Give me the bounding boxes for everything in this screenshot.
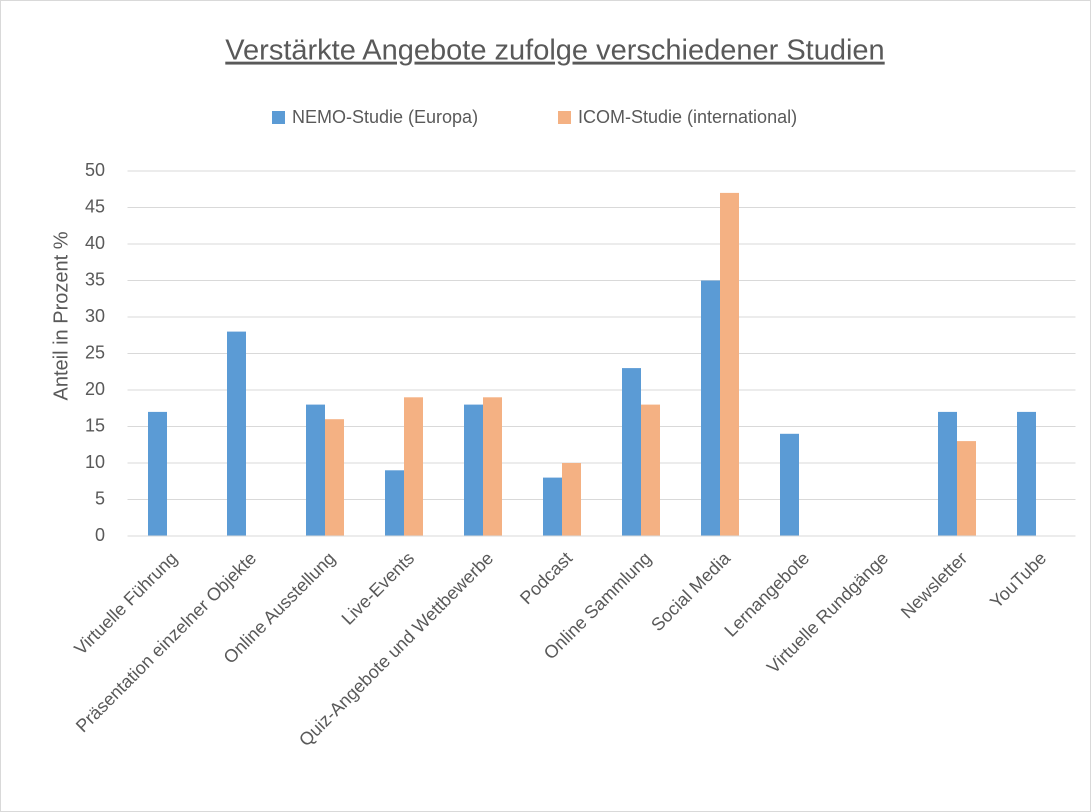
y-tick-label: 5 <box>95 488 105 508</box>
bar <box>720 192 739 536</box>
legend-label: ICOM-Studie (international) <box>578 107 797 127</box>
bar <box>957 441 976 536</box>
bar <box>483 397 502 536</box>
bar <box>148 411 167 536</box>
bar <box>227 331 246 536</box>
bar <box>701 280 720 536</box>
bar <box>1017 411 1036 536</box>
y-tick-label: 15 <box>85 415 105 435</box>
y-tick-label: 35 <box>85 269 105 289</box>
bar <box>325 419 344 536</box>
bar <box>385 470 404 536</box>
y-tick-label: 40 <box>85 233 105 253</box>
bar <box>404 397 423 536</box>
y-tick-label: 10 <box>85 452 105 472</box>
y-tick-label: 30 <box>85 306 105 326</box>
bar <box>938 411 957 536</box>
bar <box>622 368 641 536</box>
legend-swatch <box>272 111 285 124</box>
bar <box>464 404 483 536</box>
chart-title: Verstärkte Angebote zufolge verschiedene… <box>225 35 884 67</box>
legend-swatch <box>558 111 571 124</box>
y-tick-label: 20 <box>85 379 105 399</box>
bar <box>641 404 660 536</box>
bar <box>543 477 562 536</box>
bar <box>306 404 325 536</box>
y-axis-label: Anteil in Prozent % <box>50 231 72 400</box>
y-tick-label: 0 <box>95 525 105 545</box>
y-tick-label: 25 <box>85 342 105 362</box>
legend-label: NEMO-Studie (Europa) <box>292 107 478 127</box>
bar <box>780 433 799 536</box>
y-tick-label: 45 <box>85 196 105 216</box>
bar <box>562 463 581 536</box>
y-tick-label: 50 <box>85 160 105 180</box>
